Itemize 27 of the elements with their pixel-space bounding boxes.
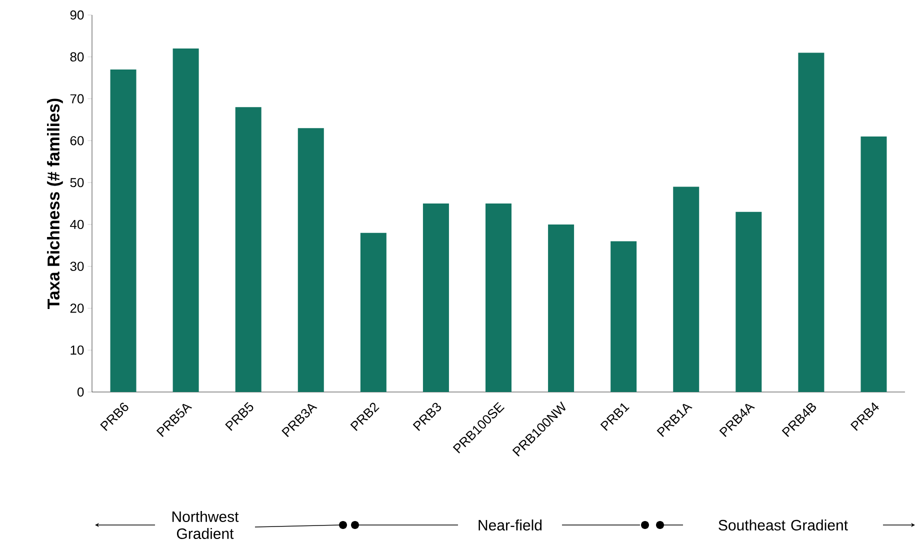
bar: [486, 204, 512, 392]
bar: [548, 224, 574, 392]
bar: [798, 52, 824, 392]
y-axis-title: Taxa Richness (# families): [47, 98, 63, 309]
y-tick-label: 90: [70, 10, 84, 20]
bar: [673, 186, 700, 392]
bar: [298, 128, 324, 392]
y-tick-label: 50: [70, 178, 84, 188]
y-tick-label: 80: [70, 52, 84, 62]
y-tick-label: 0: [77, 387, 84, 397]
y-tick-label: 60: [70, 136, 84, 146]
y-tick-label: 70: [70, 94, 84, 104]
bar: [235, 107, 262, 392]
bar: [736, 212, 762, 392]
bar: [110, 69, 136, 392]
y-tick-label: 10: [70, 346, 84, 355]
bar: [422, 204, 449, 392]
y-tick-label: 40: [70, 220, 84, 230]
y-tick-label: 20: [70, 304, 84, 313]
y-tick-label: 30: [70, 262, 84, 271]
text: Southeast Gradient: [718, 519, 848, 530]
bar: [172, 48, 199, 392]
text: Northwest Gradient: [172, 510, 239, 540]
bar: [360, 232, 386, 392]
bar: [610, 241, 637, 392]
text: Near-field: [478, 519, 542, 530]
bar: [860, 136, 887, 392]
